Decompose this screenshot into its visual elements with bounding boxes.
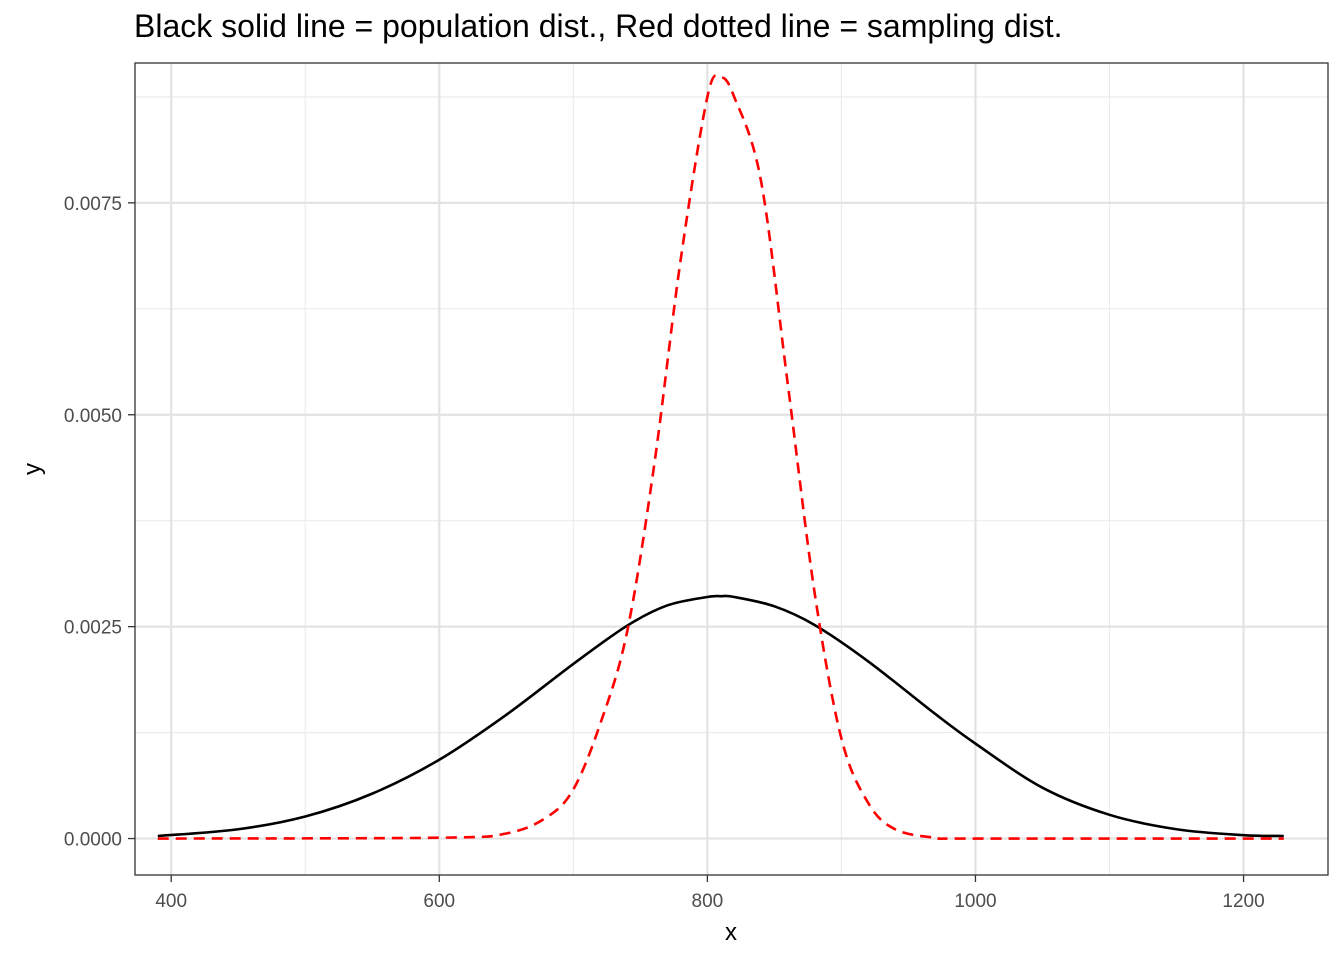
population-dist-line xyxy=(157,594,1284,838)
x-axis-title: x xyxy=(725,919,737,946)
y-axis-title: y xyxy=(19,463,46,475)
x-axis: 400 600 800 1000 1200 xyxy=(155,875,1265,912)
y-axis: 0.0000 0.0025 0.0050 0.0075 xyxy=(64,194,135,851)
series-layer xyxy=(157,74,1284,840)
x-tick-label-2: 800 xyxy=(692,891,724,912)
x-tick-label-0: 400 xyxy=(155,891,187,912)
y-tick-label-0: 0.0000 xyxy=(64,830,122,851)
x-tick-label-4: 1200 xyxy=(1222,891,1264,912)
sampling-dist-line xyxy=(157,74,1284,840)
chart-title: Black solid line = population dist., Red… xyxy=(134,8,1063,44)
x-tick-label-3: 1000 xyxy=(954,891,996,912)
y-tick-label-2: 0.0050 xyxy=(64,406,122,427)
y-tick-label-3: 0.0075 xyxy=(64,194,122,215)
panel-border xyxy=(134,62,1329,876)
panel-background xyxy=(135,63,1328,875)
major-gridlines xyxy=(135,63,1328,875)
y-tick-label-1: 0.0025 xyxy=(64,618,122,639)
x-tick-label-1: 600 xyxy=(423,891,455,912)
minor-gridlines xyxy=(135,63,1328,875)
